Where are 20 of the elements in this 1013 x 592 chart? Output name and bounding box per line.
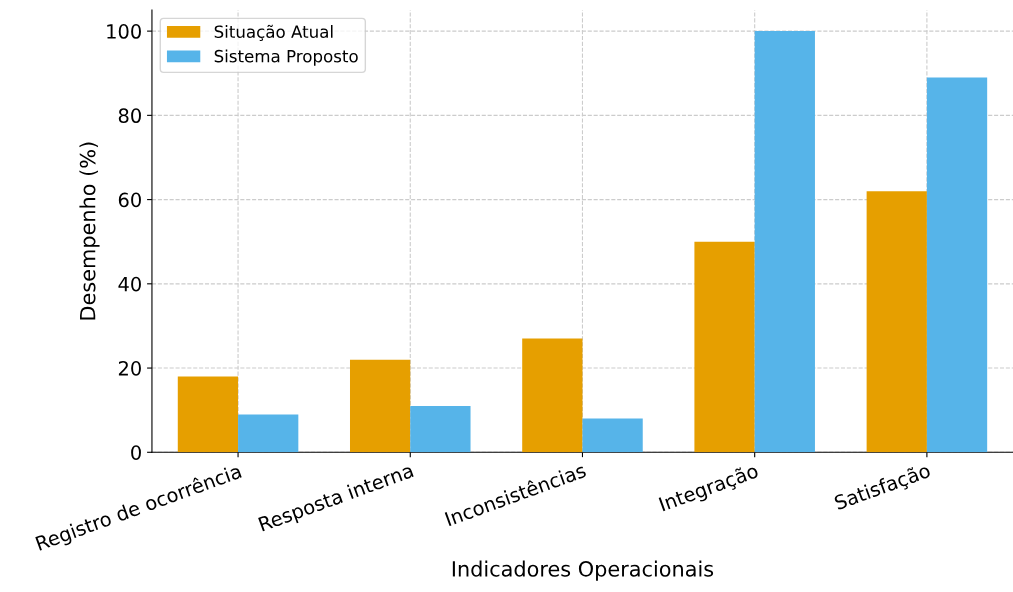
y-tick-label: 60: [118, 192, 141, 208]
y-tick-label: 0: [131, 445, 141, 460]
y-axis-title: Desempenho (%): [79, 142, 100, 320]
bar: [926, 77, 988, 453]
y-tick-label: 100: [107, 24, 141, 39]
legend-label: Sistema Proposto: [214, 49, 358, 66]
bar: [522, 338, 583, 453]
y-tick-label: 20: [118, 361, 141, 376]
bar: [349, 359, 411, 453]
bar: [582, 418, 643, 453]
bar: [754, 31, 815, 453]
legend-label: Situação Atual: [214, 24, 333, 41]
y-tick-label: 80: [118, 108, 141, 124]
bar: [866, 191, 927, 453]
bar: [177, 376, 239, 453]
bar: [238, 414, 299, 453]
bar: [410, 405, 471, 453]
bar: [694, 241, 755, 453]
y-tick-label: 40: [118, 276, 141, 292]
x-axis-title: Indicadores Operacionais: [452, 560, 714, 581]
